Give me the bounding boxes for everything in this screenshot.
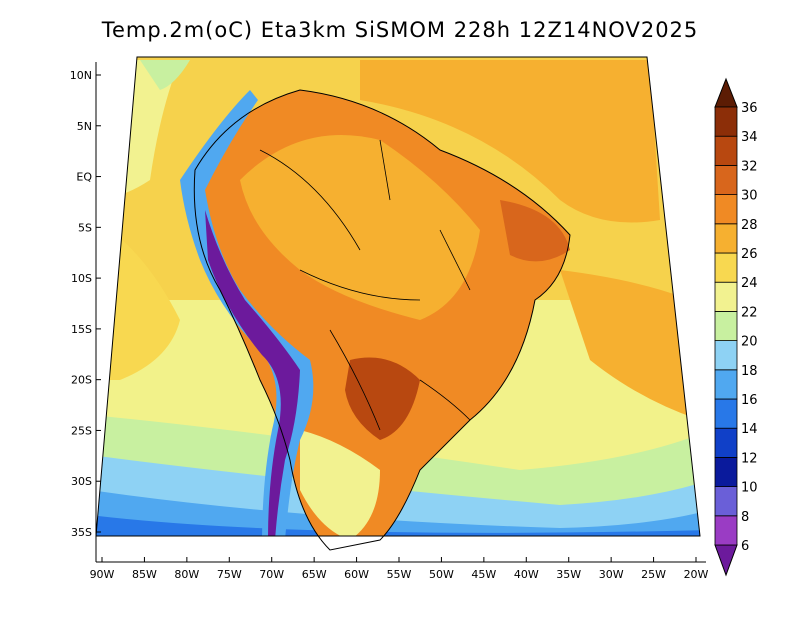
colorbar-swatch [714, 486, 738, 517]
colorbar-top-arrow-icon [714, 77, 738, 108]
lat-tick-label: 10N [70, 69, 92, 82]
lon-tick-label: 70W [259, 568, 284, 581]
colorbar-label: 28 [741, 218, 758, 233]
colorbar-label: 32 [741, 159, 758, 174]
lat-tick-label: 10S [71, 272, 92, 285]
coastline [193, 89, 571, 551]
colorbar-swatch [714, 106, 738, 137]
colorbar-label: 16 [741, 393, 758, 408]
lon-tick-label: 60W [344, 568, 369, 581]
lat-tick-label: 35S [71, 526, 92, 539]
colorbar-label: 36 [741, 101, 758, 116]
colorbar-swatch [714, 398, 738, 429]
colorbar-swatch [714, 310, 738, 341]
colorbar-label: 14 [741, 422, 758, 437]
colorbar: 6 8 10 12 14 16 18 20 22 24 26 28 30 32 34 36 [714, 77, 758, 577]
colorbar-label: 26 [741, 247, 758, 262]
colorbar-swatch [714, 223, 738, 254]
colorbar-swatch [714, 427, 738, 458]
lat-tick-label: 30S [71, 475, 92, 488]
lon-tick-label: 65W [302, 568, 327, 581]
colorbar-label: 24 [741, 276, 758, 291]
lon-tick-label: 90W [90, 568, 115, 581]
lat-tick-label: 5S [78, 221, 92, 234]
latitude-ticks: 10N 5N EQ 5S 10S 15S 20S 25S 30S 35S [70, 69, 101, 539]
lat-tick-label: 15S [71, 323, 92, 336]
colorbar-label: 10 [741, 481, 758, 496]
colorbar-swatch [714, 252, 738, 283]
colorbar-swatch [714, 194, 738, 225]
lon-tick-label: 80W [174, 568, 199, 581]
lat-tick-label: 20S [71, 374, 92, 387]
lon-tick-label: 45W [471, 568, 496, 581]
lon-tick-label: 35W [556, 568, 581, 581]
colorbar-swatch [714, 369, 738, 400]
country-borders [259, 139, 471, 431]
map-frame [95, 56, 701, 537]
colorbar-swatch [714, 456, 738, 487]
lat-tick-label: 25S [71, 424, 92, 437]
lon-tick-label: 30W [599, 568, 624, 581]
colorbar-label: 12 [741, 451, 758, 466]
colorbar-swatch [714, 135, 738, 166]
colorbar-label: 22 [741, 305, 758, 320]
colorbar-label: 20 [741, 335, 758, 350]
lon-tick-label: 55W [387, 568, 412, 581]
colorbar-bottom-arrow-icon [714, 544, 738, 577]
lat-tick-label: EQ [76, 171, 92, 184]
longitude-ticks: 90W 85W 80W 75W 70W 65W 60W 55W 50W 45W 40W 35W 30W 2… [90, 557, 709, 581]
lon-tick-label: 85W [132, 568, 157, 581]
colorbar-swatch [714, 340, 738, 371]
map-title: Temp.2m(oC) Eta3km SiSMOM 228h 12Z14NOV2… [101, 18, 699, 42]
colorbar-swatch [714, 281, 738, 312]
temperature-field [96, 57, 700, 536]
colorbar-swatch [714, 164, 738, 195]
colorbar-label: 6 [741, 539, 749, 554]
lat-tick-label: 5N [77, 120, 92, 133]
lon-tick-label: 75W [217, 568, 242, 581]
colorbar-label: 34 [741, 130, 758, 145]
lon-tick-label: 25W [641, 568, 666, 581]
colorbar-label: 8 [741, 510, 749, 525]
lon-tick-label: 20W [684, 568, 709, 581]
lon-tick-label: 40W [514, 568, 539, 581]
colorbar-swatch [714, 515, 738, 546]
lon-tick-label: 50W [429, 568, 454, 581]
colorbar-label: 18 [741, 364, 758, 379]
colorbar-label: 30 [741, 189, 758, 204]
